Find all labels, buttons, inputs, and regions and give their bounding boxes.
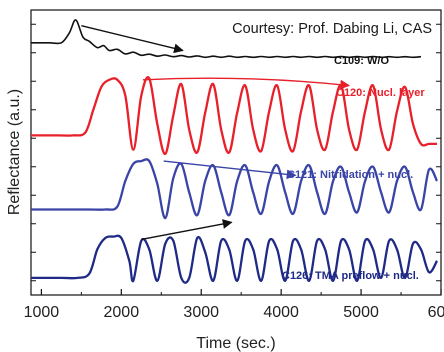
series-lines	[30, 19, 439, 284]
x-tick-label: 5000	[343, 304, 379, 321]
x-ticks	[40, 289, 442, 295]
trend-arrow-black	[81, 24, 184, 54]
series-line-navy	[30, 234, 439, 284]
series-line-black	[31, 19, 422, 59]
series-label: C109: W/O	[334, 55, 389, 67]
series-labels: C109: W/O C120: Nucl. layer C121: Nitridat…	[282, 55, 425, 282]
x-tick-label: 1000	[24, 304, 60, 321]
x-tick-label: 3000	[183, 304, 219, 321]
chart-credit: Courtesy: Prof. Dabing Li, CAS	[232, 21, 432, 37]
y-ticks	[31, 23, 441, 282]
trend-arrows	[81, 24, 351, 241]
trend-arrow-blue	[163, 160, 297, 180]
series-label: C120: Nucl. layer	[336, 87, 425, 99]
trend-arrow-red	[142, 77, 351, 90]
series-line-red	[30, 76, 437, 156]
series-label: C121: Nitridation + nucl.	[287, 169, 413, 181]
x-tick-label: 600	[428, 304, 444, 321]
trend-arrow-black-bottom	[141, 219, 233, 241]
x-axis-title: Time (sec.)	[196, 335, 275, 352]
series-line-blue	[31, 158, 439, 220]
series-label: C126: TMA preflow + nucl.	[282, 270, 419, 282]
y-axis-title: Reflectance (a.u.)	[6, 89, 23, 215]
x-tick-label: 2000	[104, 304, 140, 321]
x-tick-label: 4000	[263, 304, 299, 321]
plot-frame	[30, 9, 442, 296]
x-tick-labels: 1000 2000 3000 4000 5000 600	[24, 304, 444, 321]
